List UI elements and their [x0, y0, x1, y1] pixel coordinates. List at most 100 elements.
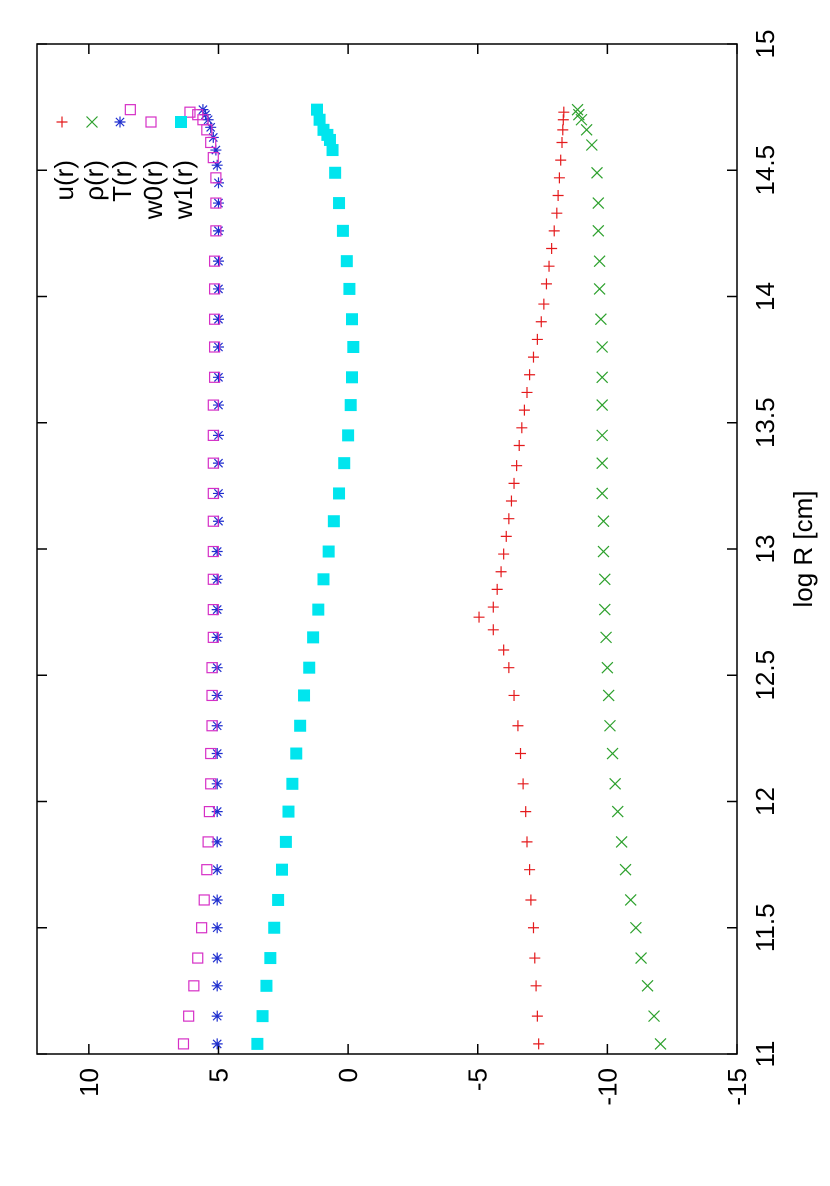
data-point — [604, 719, 616, 732]
marker-shape — [260, 979, 273, 992]
data-point — [543, 260, 555, 272]
data-point — [527, 922, 539, 934]
marker-shape — [211, 159, 223, 171]
marker-shape — [205, 136, 217, 149]
data-point — [553, 172, 565, 184]
marker-shape — [654, 1037, 667, 1050]
marker-shape — [256, 1010, 269, 1023]
data-point — [487, 601, 499, 613]
marker-shape — [512, 720, 524, 732]
data-point — [251, 1037, 264, 1050]
data-point — [327, 515, 340, 528]
marker-shape — [524, 864, 536, 876]
marker-shape — [344, 399, 357, 412]
marker-shape — [487, 601, 499, 613]
data-point — [192, 952, 204, 964]
data-point — [211, 1038, 223, 1050]
marker-shape — [336, 224, 349, 237]
marker-shape — [580, 123, 593, 136]
data-point — [210, 225, 222, 237]
data-point — [298, 689, 311, 702]
marker-shape — [487, 624, 499, 636]
data-point — [303, 661, 316, 674]
marker-shape — [500, 530, 512, 542]
legend-marker — [86, 116, 98, 128]
marker-shape — [177, 1038, 190, 1050]
data-point — [524, 864, 536, 876]
marker-shape — [604, 719, 616, 732]
marker-shape — [184, 106, 196, 118]
marker-shape — [498, 548, 510, 560]
marker-shape — [596, 429, 609, 442]
data-point — [498, 548, 510, 560]
data-point — [198, 894, 210, 906]
data-point — [641, 979, 654, 992]
marker-shape — [205, 778, 217, 790]
data-point — [206, 662, 218, 674]
marker-shape — [188, 980, 200, 992]
marker-shape — [124, 104, 136, 116]
marker-shape — [611, 805, 624, 818]
marker-shape — [208, 371, 221, 383]
data-point — [329, 166, 342, 179]
marker-shape — [206, 720, 218, 732]
data-point — [520, 806, 532, 818]
data-point — [347, 341, 360, 353]
marker-shape — [597, 545, 610, 558]
data-point — [596, 457, 609, 470]
marker-shape — [210, 172, 222, 184]
data-point — [210, 197, 222, 209]
marker-shape — [531, 1010, 543, 1022]
marker-shape — [548, 225, 560, 237]
marker-shape — [268, 921, 281, 934]
data-point — [521, 836, 533, 848]
marker-shape — [212, 255, 224, 267]
data-point — [342, 429, 355, 442]
marker-shape — [196, 922, 208, 934]
marker-shape — [212, 197, 224, 209]
legend-marker — [175, 116, 187, 128]
data-point — [208, 341, 221, 353]
data-point — [654, 1037, 667, 1050]
data-point — [548, 225, 560, 237]
data-point — [346, 371, 358, 384]
data-point — [594, 313, 607, 326]
plot-area: 11 11.5 12 12.5 13 13.5 14 14.5 15 -15 -10 -5 0 5 10 u(… — [37, 30, 780, 1106]
legend-marker — [56, 116, 68, 128]
data-point — [210, 172, 222, 184]
marker-shape — [212, 341, 224, 353]
marker-shape — [338, 457, 351, 470]
data-point — [521, 386, 533, 398]
marker-shape — [525, 894, 537, 906]
x-tick-label: 14.5 — [750, 145, 780, 196]
marker-shape — [571, 103, 584, 116]
marker-shape — [207, 573, 219, 585]
data-point — [498, 644, 510, 656]
data-point — [205, 747, 217, 760]
data-point — [313, 113, 326, 126]
y-tick-label: -10 — [592, 1068, 622, 1106]
marker-shape — [312, 603, 325, 616]
data-point — [201, 864, 213, 876]
data-point — [491, 583, 503, 595]
data-point — [264, 952, 277, 965]
marker-shape — [538, 298, 550, 310]
marker-shape — [211, 894, 223, 906]
data-point — [272, 893, 285, 906]
marker-shape — [596, 399, 609, 411]
marker-shape — [340, 255, 353, 268]
data-point — [208, 283, 221, 295]
data-point — [177, 1038, 190, 1050]
marker-shape — [210, 197, 222, 209]
data-point — [311, 103, 323, 116]
data-point — [648, 1010, 660, 1023]
marker-shape — [524, 369, 536, 381]
marker-shape — [207, 399, 219, 411]
data-point — [555, 154, 567, 166]
marker-shape — [303, 661, 316, 674]
data-point — [487, 624, 499, 636]
marker-shape — [313, 113, 326, 126]
legend-label: T(r) — [107, 160, 137, 202]
marker-shape — [346, 371, 358, 384]
data-point — [211, 980, 223, 992]
